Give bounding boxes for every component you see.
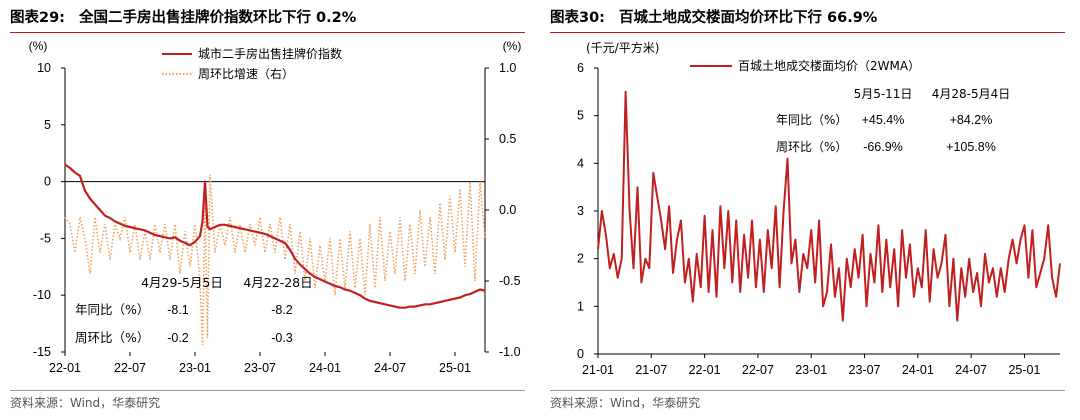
left-stats-table: 4月29-5月5日 4月22-28日 年同比（%） -8.1 -8.2 周环比（… [75,275,313,345]
y-tick-label-left: 5 [44,118,51,132]
x-tick-label: 21-07 [635,363,667,377]
table-value-wow-current: -66.9% [863,140,903,154]
table-value-yoy-previous: +84.2% [950,113,993,127]
y-tick-label: 2 [577,252,584,266]
x-tick-label: 24-07 [374,361,406,375]
right-axes: 6 5 4 3 2 1 0 21-01 21-07 22-01 22-07 23-01 23-07 24-… [577,61,1060,377]
x-tick-label: 25-01 [1008,363,1040,377]
source-note-left: 资料来源：Wind，华泰研究 [10,396,161,410]
y-tick-label: 1 [577,299,584,313]
chart-panel-left: 图表29: 全国二手房出售挂牌价指数环比下行 0.2% (%) (%) 城市二手房… [10,6,525,410]
x-tick-label: 23-01 [179,361,211,375]
x-tick-label: 22-07 [114,361,146,375]
legend-label-land-price: 百城土地成交楼面均价（2WMA） [738,58,920,73]
table-col-header-current: 4月29-5月5日 [141,275,223,290]
chart-number-left: 图表29: [10,10,65,26]
left-series [64,163,486,345]
y-tick-label: 3 [577,204,584,218]
y-unit: (千元/平方米) [586,40,659,55]
x-tick-label: 24-01 [902,363,934,377]
chart-title-left: 图表29: 全国二手房出售挂牌价指数环比下行 0.2% [10,6,356,27]
x-tick-label: 23-07 [244,361,276,375]
y-tick-label-left: -5 [40,231,51,245]
y-tick-label: 0 [577,347,584,361]
table-value-yoy-previous: -8.2 [271,303,293,317]
table-value-wow-previous: +105.8% [946,140,996,154]
table-value-yoy-current: -8.1 [167,303,189,317]
y-tick-label-right: 0.5 [499,132,516,146]
x-tick-label: 24-01 [309,361,341,375]
chart-right-svg: (千元/平方米) 百城土地成交楼面均价（2WMA） 6 5 4 3 2 1 0 21-01 21… [577,40,1061,377]
title-rule-left [10,32,525,33]
x-tick-label: 22-07 [742,363,774,377]
y-tick-label-left: 10 [37,61,51,75]
y-tick-label-right: -1.0 [499,345,521,359]
title-rule-right [550,32,1065,33]
chart-title-right: 图表30: 百城土地成交楼面均价环比下行 66.9% [550,6,877,27]
y-tick-label: 6 [577,61,584,75]
table-col-header-current: 5月5-11日 [854,87,913,101]
series-line-weekly-change [64,174,486,345]
table-value-wow-previous: -0.3 [271,331,293,345]
y-tick-label: 4 [577,156,584,170]
y-tick-label-right: 1.0 [499,61,516,75]
table-col-header-previous: 4月28-5月4日 [932,87,1011,101]
chart-panel-right: 图表30: 百城土地成交楼面均价环比下行 66.9% (千元/平方米) 百城土地成… [540,0,1080,420]
y-tick-label-left: 0 [44,175,51,189]
table-row-label-wow: 周环比（%） [776,140,847,154]
x-tick-label: 25-01 [439,361,471,375]
y-right-unit: (%) [503,39,522,53]
y-left-unit: (%) [29,39,48,53]
table-col-header-previous: 4月22-28日 [243,275,312,290]
source-rule-left [10,390,525,391]
table-row-label-yoy: 年同比（%） [776,113,847,127]
source-rule-right [550,390,1065,391]
y-tick-label-left: -15 [33,345,51,359]
source-note-right: 资料来源：Wind，华泰研究 [550,396,701,410]
legend-label-weekly: 周环比增速（右） [198,66,294,81]
x-tick-label: 22-01 [689,363,721,377]
series-line-listing-price-index [64,163,486,309]
chart-number-right: 图表30: [550,10,605,26]
right-series [597,90,1061,322]
y-tick-label-right: -0.5 [499,274,521,288]
y-tick-label: 5 [577,109,584,123]
chart-title-text-right: 百城土地成交楼面均价环比下行 66.9% [618,10,878,26]
y-tick-label-right: 0.0 [499,203,516,217]
left-axes: 10 5 0 -5 -10 -15 1.0 0.5 0.0 -0.5 -1.0 22-01 22-07 2… [33,61,521,375]
x-tick-label: 21-01 [582,363,614,377]
table-value-wow-current: -0.2 [167,331,189,345]
table-row-label-yoy: 年同比（%） [75,302,149,317]
table-value-yoy-current: +45.4% [862,113,905,127]
y-tick-label-left: -10 [33,288,51,302]
x-tick-label: 22-01 [49,361,81,375]
x-tick-label: 23-07 [849,363,881,377]
table-row-label-wow: 周环比（%） [75,330,149,345]
chart-left-svg: (%) (%) 城市二手房出售挂牌价指数 周环比增速（右） 10 5 0 -5 -10 -… [29,39,522,375]
chart-title-text-left: 全国二手房出售挂牌价指数环比下行 0.2% [78,10,357,26]
series-line-land-price [597,90,1061,322]
x-tick-label: 24-07 [955,363,987,377]
right-stats-table: 5月5-11日 4月28-5月4日 年同比（%） +45.4% +84.2% 周… [776,87,1010,154]
x-tick-label: 23-01 [795,363,827,377]
legend-label-index: 城市二手房出售挂牌价指数 [198,46,342,61]
